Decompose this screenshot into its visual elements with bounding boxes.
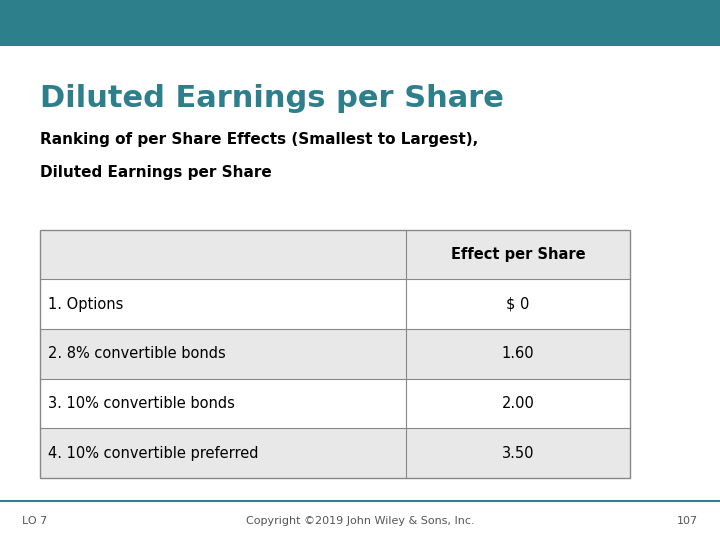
Text: 2.00: 2.00 xyxy=(501,396,534,411)
Bar xyxy=(405,230,630,279)
Text: 2. 8% convertible bonds: 2. 8% convertible bonds xyxy=(48,346,226,361)
Text: 1.60: 1.60 xyxy=(502,346,534,361)
Text: 1. Options: 1. Options xyxy=(48,296,124,312)
Bar xyxy=(40,428,405,478)
Bar xyxy=(40,329,405,379)
Text: 4. 10% convertible preferred: 4. 10% convertible preferred xyxy=(48,446,258,461)
Bar xyxy=(405,279,630,329)
Text: 3.50: 3.50 xyxy=(502,446,534,461)
Bar xyxy=(40,230,405,279)
Text: Ranking of per Share Effects (Smallest to Largest),: Ranking of per Share Effects (Smallest t… xyxy=(40,132,478,147)
Text: Diluted Earnings per Share: Diluted Earnings per Share xyxy=(40,84,503,113)
Bar xyxy=(40,379,405,428)
Bar xyxy=(405,379,630,428)
Bar xyxy=(40,279,405,329)
Text: $ 0: $ 0 xyxy=(506,296,529,312)
Text: 107: 107 xyxy=(678,516,698,526)
Text: LO 7: LO 7 xyxy=(22,516,47,526)
Bar xyxy=(0,0,720,46)
Text: 3. 10% convertible bonds: 3. 10% convertible bonds xyxy=(48,396,235,411)
Text: Diluted Earnings per Share: Diluted Earnings per Share xyxy=(40,165,271,180)
Text: Effect per Share: Effect per Share xyxy=(451,247,585,262)
Text: Copyright ©2019 John Wiley & Sons, Inc.: Copyright ©2019 John Wiley & Sons, Inc. xyxy=(246,516,474,526)
Bar xyxy=(40,230,630,478)
Bar xyxy=(405,428,630,478)
Bar xyxy=(405,329,630,379)
